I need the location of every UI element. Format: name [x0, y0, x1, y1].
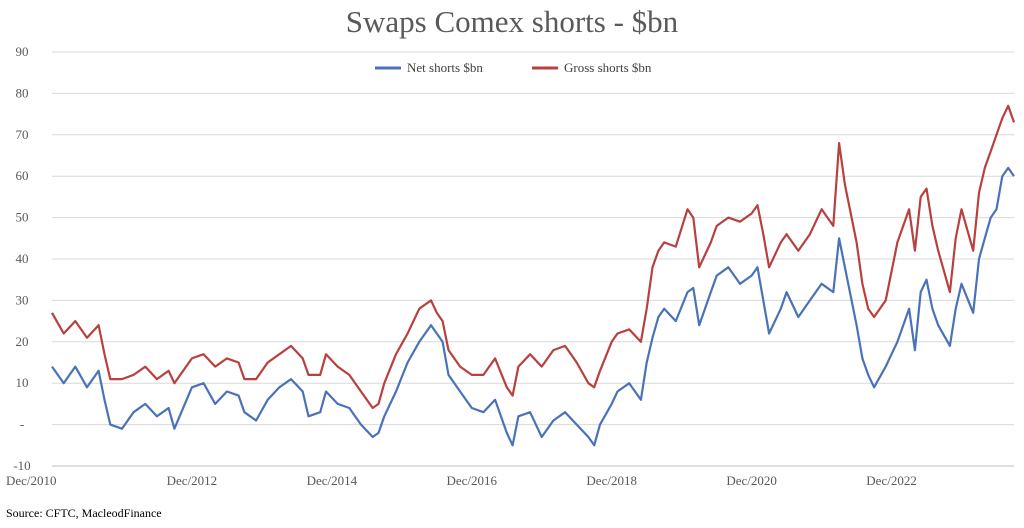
y-tick-label: 70	[16, 127, 29, 142]
y-tick-label: 60	[16, 168, 29, 183]
y-tick-label: -	[20, 417, 24, 432]
legend-label: Gross shorts $bn	[564, 60, 652, 75]
legend-label: Net shorts $bn	[407, 60, 483, 75]
y-tick-label: 90	[16, 44, 29, 59]
gridlines	[52, 51, 1014, 467]
y-axis-ticks: 90 80 70 60 50 40 30 20 10 - -10	[13, 44, 30, 473]
x-tick-label: Dec/2020	[726, 473, 777, 488]
y-tick-label: 30	[16, 292, 29, 307]
source-note: Source: CFTC, MacleodFinance	[6, 506, 162, 520]
series-lines	[51, 104, 1016, 447]
y-tick-label: 50	[16, 210, 29, 225]
x-tick-label: Dec/2014	[307, 473, 358, 488]
net-shorts-line	[51, 166, 1015, 447]
x-tick-label: Dec/2018	[586, 473, 637, 488]
x-tick-label: Dec/2010	[6, 473, 57, 488]
x-tick-label: Dec/2022	[866, 473, 917, 488]
legend: Net shorts $bn Gross shorts $bn	[375, 60, 652, 75]
y-tick-label: -10	[13, 458, 30, 473]
y-tick-label: 10	[16, 375, 29, 390]
y-tick-label: 40	[16, 251, 29, 266]
chart-title: Swaps Comex shorts - $bn	[345, 4, 679, 39]
x-tick-label: Dec/2016	[447, 473, 498, 488]
gross-shorts-line	[51, 104, 1016, 410]
x-tick-label: Dec/2012	[167, 473, 218, 488]
y-tick-label: 20	[16, 334, 29, 349]
y-tick-label: 80	[16, 85, 29, 100]
x-axis-ticks: Dec/2010 Dec/2012 Dec/2014 Dec/2016 Dec/2018…	[6, 473, 917, 488]
